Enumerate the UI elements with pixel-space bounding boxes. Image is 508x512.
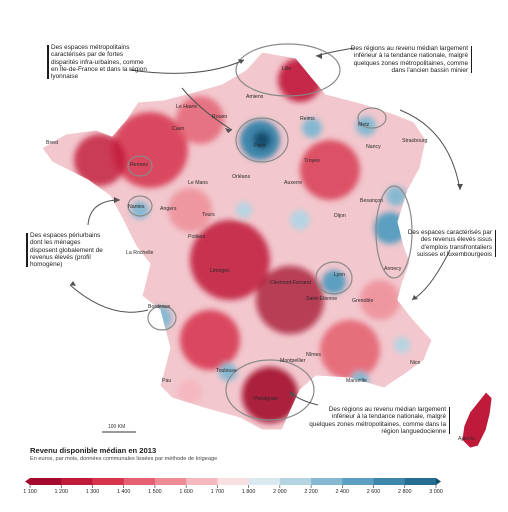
legend-swatch: [373, 478, 406, 485]
city-label: Auxerre: [284, 180, 303, 186]
legend-tick-label: 1 400: [116, 489, 131, 495]
legend-swatch: [404, 478, 437, 485]
legend-tick-label: 3 000: [429, 489, 443, 495]
city-label: Marseille: [346, 378, 367, 384]
city-label: Bordeaux: [148, 304, 171, 310]
legend-swatch: [217, 478, 249, 485]
legend-ticks: 1 100 1 200 1 300 1 400 1 500 1 600 1 700 1 800…: [23, 489, 443, 499]
city-label: La Rochelle: [126, 250, 154, 256]
legend-color-ramp: [25, 478, 441, 488]
city-label: Montpellier: [280, 358, 306, 364]
city-label: Angers: [160, 206, 177, 212]
city-label: Le Mans: [188, 180, 208, 186]
city-label: Brest: [46, 140, 59, 146]
city-label: Reims: [300, 116, 315, 122]
arrowheads: [70, 53, 463, 398]
legend-swatch: [123, 478, 156, 485]
city-label: Lille: [282, 66, 292, 72]
city-label: Metz: [358, 122, 370, 128]
annotation-mining-basin: Des régions au revenu médian largement i…: [342, 45, 472, 74]
legend-title: Revenu disponible médian en 2013: [30, 446, 157, 455]
city-label: Saint-Étienne: [306, 296, 338, 302]
legend-tick-label: 2 800: [398, 489, 412, 495]
city-label: Limoges: [210, 268, 230, 274]
city-label: Troyes: [304, 158, 320, 164]
scale-label: 100 KM: [108, 424, 126, 430]
legend-tick-label: 1 600: [179, 489, 193, 495]
city-label: Le Havre: [176, 104, 198, 110]
legend-tick-label: 2 000: [273, 489, 287, 495]
legend-swatch: [92, 478, 124, 485]
city-label: Nîmes: [306, 352, 321, 358]
arrows: [69, 47, 461, 406]
annotation-periurban: Des espaces périurbains dont les ménages…: [26, 232, 108, 268]
city-label: Caen: [172, 126, 185, 132]
city-label: Toulouse: [216, 368, 237, 374]
city-label: Paris: [254, 143, 266, 149]
city-label: Rennes: [130, 162, 148, 168]
legend-end-arrow: [436, 478, 441, 485]
city-label: Dijon: [334, 213, 346, 219]
legend-swatch: [30, 478, 62, 485]
city-label: Annecy: [384, 266, 402, 272]
legend-subtitle: En euros, par mois, données communales l…: [30, 456, 218, 462]
legend-swatch: [154, 478, 187, 485]
legend-end-arrow: [25, 478, 30, 485]
legend-tick-label: 2 200: [304, 489, 318, 495]
city-label: Lyon: [334, 272, 346, 278]
legend-swatch: [248, 478, 281, 485]
legend-swatch: [311, 478, 343, 485]
legend-tick-label: 1 500: [148, 489, 162, 495]
annotation-languedoc: Des régions au revenu médian largement i…: [308, 406, 450, 435]
city-label: Pau: [162, 378, 172, 384]
city-label: Strasbourg: [402, 138, 428, 144]
city-label: Rouen: [212, 114, 228, 120]
legend-tick-label: 2 600: [366, 489, 381, 495]
annotation-cross-border: Des espaces caractérisés par des revenus…: [400, 229, 496, 258]
legend-swatch: [279, 478, 312, 485]
city-label: Poitiers: [188, 234, 206, 240]
legend-tick-label: 2 400: [335, 489, 350, 495]
highlight-ellipses: [127, 43, 413, 421]
city-label: Amiens: [246, 94, 264, 100]
legend-tick-label: 1 200: [54, 489, 68, 495]
city-label: Orléans: [232, 174, 251, 180]
city-label: Nice: [410, 360, 421, 366]
city-label: Tours: [202, 212, 215, 218]
legend-swatch: [342, 478, 374, 485]
city-label: Ajaccio: [458, 436, 475, 442]
city-label: Nantes: [128, 204, 145, 210]
legend-swatch: [186, 478, 218, 485]
city-label: Perpignan: [254, 396, 278, 402]
revenue-patches: [74, 58, 410, 423]
city-label: Grenoble: [352, 298, 374, 304]
annotation-metropolitan-disparities: Des espaces métropolitains caractérisés …: [47, 44, 151, 80]
corsica: [461, 391, 493, 449]
city-label: Clermont-Ferrand: [270, 280, 311, 286]
city-label: Nancy: [366, 144, 381, 150]
legend-tick-label: 1 100: [23, 489, 37, 495]
city-label: Besançon: [360, 198, 384, 204]
legend-tick-label: 1 300: [85, 489, 100, 495]
legend-swatch: [61, 478, 93, 485]
legend-tick-label: 1 700: [210, 489, 225, 495]
legend-tick-label: 1 800: [241, 489, 256, 495]
